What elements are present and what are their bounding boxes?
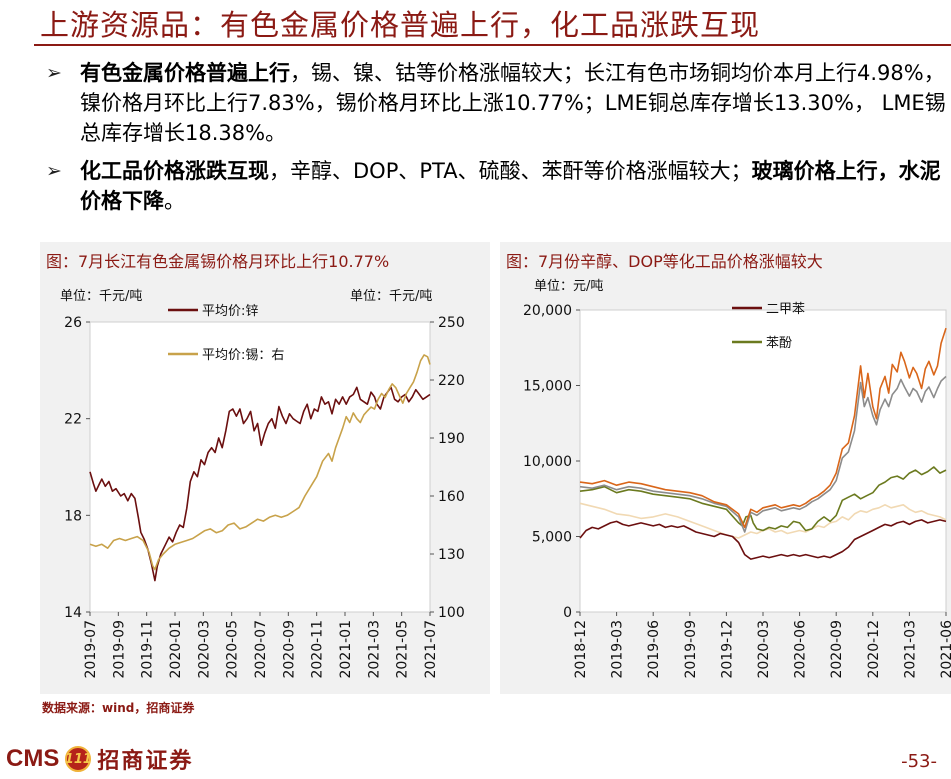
right-tick-label: 250: [438, 315, 465, 331]
x-tick-label: 2019-03: [610, 620, 626, 679]
left-axis-unit: 单位：千元/吨: [60, 289, 142, 304]
plot-area: [89, 321, 431, 613]
y-tick-label: 15,000: [523, 379, 572, 395]
right-tick-label: 130: [438, 547, 465, 563]
x-tick-label: 2021-03: [366, 620, 382, 679]
x-tick-label: 2020-09: [281, 620, 297, 679]
x-tick-label: 2020-05: [225, 620, 241, 679]
legend-label-phenol: 苯酚: [766, 336, 792, 351]
series-line-zinc: [89, 386, 431, 582]
left-tick-label: 26: [64, 315, 82, 331]
x-tick-label: 2018-12: [573, 620, 589, 679]
x-tick-label: 2020-03: [196, 620, 212, 679]
bullet-text: ，锡、镍、钴等价格涨幅较大；长江有色市场铜均价本月上行4.98%，镍价格月环比上…: [80, 61, 946, 145]
x-tick-label: 2020-03: [756, 620, 772, 679]
x-tick-label: 2021-06: [939, 620, 951, 679]
y-tick-label: 5,000: [532, 530, 572, 546]
x-tick-label: 2021-05: [395, 620, 411, 679]
series-line-xylene: [579, 519, 947, 560]
x-tick-label: 2021-01: [338, 620, 354, 679]
series-line-tin: [89, 354, 431, 571]
right-tick-label: 190: [438, 431, 465, 447]
bullet-bold: 有色金属价格普遍上行: [80, 61, 290, 85]
series-line-dop: [579, 375, 947, 533]
x-tick-label: 2019-06: [646, 620, 662, 679]
page-number: -53-: [901, 751, 937, 772]
slide-title: 上游资源品：有色金属价格普遍上行，化工品涨跌互现: [40, 8, 761, 42]
bullet-arrow-icon: ➢: [46, 62, 62, 84]
bullet-text-2: 。: [164, 189, 185, 213]
x-tick-label: 2019-09: [111, 620, 127, 679]
x-tick-label: 2020-06: [793, 620, 809, 679]
x-tick-label: 2020-07: [253, 620, 269, 679]
x-tick-label: 2020-11: [310, 620, 326, 679]
series-line-pta: [579, 502, 947, 539]
x-tick-label: 2019-12: [719, 620, 735, 679]
right-axis-unit: 单位：千元/吨: [350, 289, 432, 304]
data-source: 数据来源：wind，招商证券: [42, 701, 195, 715]
x-tick-label: 2020-01: [168, 620, 184, 679]
bullet-bold: 化工品价格涨跌互现: [80, 159, 269, 183]
left-tick-label: 18: [64, 508, 82, 524]
y-axis-unit: 单位：元/吨: [534, 279, 603, 294]
series-line-phenol: [579, 466, 947, 532]
left-tick-label: 14: [64, 605, 82, 621]
right-tick-label: 160: [438, 489, 465, 505]
x-tick-label: 2019-11: [140, 620, 156, 679]
x-tick-label: 2020-09: [829, 620, 845, 679]
bullet-text: ，辛醇、DOP、PTA、硫酸、苯酐等价格涨幅较大；: [269, 159, 752, 183]
chart-tin-zinc: 单位：千元/吨 单位：千元/吨 14 18 22 26 100 130 160 190 220 250…: [60, 289, 465, 679]
left-tick-label: 22: [64, 412, 82, 428]
bullet-bold-2: 玻璃价格上行，水泥价格下降: [80, 159, 941, 213]
legend-label-zinc: 平均价:锌: [202, 304, 258, 319]
panel-title-right: 图：7月份辛醇、DOP等化工品价格涨幅较大: [506, 252, 823, 271]
plot-area: [579, 309, 947, 613]
title-divider: [34, 44, 951, 46]
logo-chinese: 招商证券: [97, 748, 194, 774]
cms-logo: CMS 111 招商证券: [6, 743, 193, 775]
y-tick-label: 0: [563, 605, 572, 621]
bullet-list: ➢ 有色金属价格普遍上行，锡、镍、钴等价格涨幅较大；长江有色市场铜均价本月上行4.…: [46, 58, 946, 224]
right-tick-label: 220: [438, 373, 465, 389]
x-tick-label: 2021-03: [902, 620, 918, 679]
chart-panel-right: 图：7月份辛醇、DOP等化工品价格涨幅较大 单位：元/吨 0 5,000 10,000…: [500, 242, 951, 694]
series-line-octanol: [579, 327, 947, 529]
y-tick-label: 20,000: [523, 303, 572, 319]
right-tick-label: 100: [438, 605, 465, 621]
legend-label-tin: 平均价:锡：右: [202, 348, 284, 363]
bullet-item-chemicals: ➢ 化工品价格涨跌互现，辛醇、DOP、PTA、硫酸、苯酐等价格涨幅较大；玻璃价格上…: [46, 156, 946, 216]
chart-chemicals: 单位：元/吨 0 5,000 10,000 15,000 20,000 2018-12 201…: [523, 279, 951, 679]
legend-label-xylene: 二甲苯: [766, 302, 805, 317]
logo-latin: CMS: [6, 745, 60, 772]
chart-panel-left: 图：7月长江有色金属锡价格月环比上行10.77% 单位：千元/吨 单位：千元/吨 1…: [40, 242, 490, 694]
panel-title-left: 图：7月长江有色金属锡价格月环比上行10.77%: [46, 252, 390, 271]
y-tick-label: 10,000: [523, 454, 572, 470]
x-tick-label: 2019-09: [683, 620, 699, 679]
bullet-arrow-icon: ➢: [46, 160, 62, 182]
x-tick-label: 2021-07: [423, 620, 439, 679]
logo-emblem-icon: 111: [65, 746, 92, 772]
x-tick-label: 2019-07: [83, 620, 99, 679]
bullet-item-metals: ➢ 有色金属价格普遍上行，锡、镍、钴等价格涨幅较大；长江有色市场铜均价本月上行4.…: [46, 58, 946, 148]
x-tick-label: 2020-12: [866, 620, 882, 679]
